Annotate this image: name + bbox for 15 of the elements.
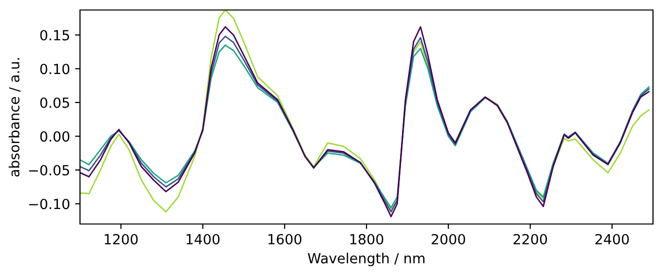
y-tick-label: −0.05	[29, 164, 70, 176]
x-tick-label: 2200	[514, 234, 547, 244]
x-tick-label: 1800	[350, 234, 384, 244]
y-tick-label: 0.10	[40, 64, 70, 74]
y-tick-label: 0.15	[40, 30, 70, 40]
y-tick-label: −0.10	[29, 198, 70, 210]
x-tick-label: 1400	[186, 234, 220, 244]
x-tick-label: 1600	[268, 234, 302, 244]
y-axis-title: absorbance / a.u.	[8, 58, 21, 177]
y-tick-label: 0.05	[40, 97, 70, 108]
y-tick-label: 0.00	[40, 131, 70, 142]
x-tick-label: 2000	[432, 234, 466, 244]
x-axis-title: Wavelength / nm	[308, 252, 424, 266]
x-tick-label: 1200	[104, 234, 138, 244]
x-tick-label: 2400	[595, 234, 629, 244]
